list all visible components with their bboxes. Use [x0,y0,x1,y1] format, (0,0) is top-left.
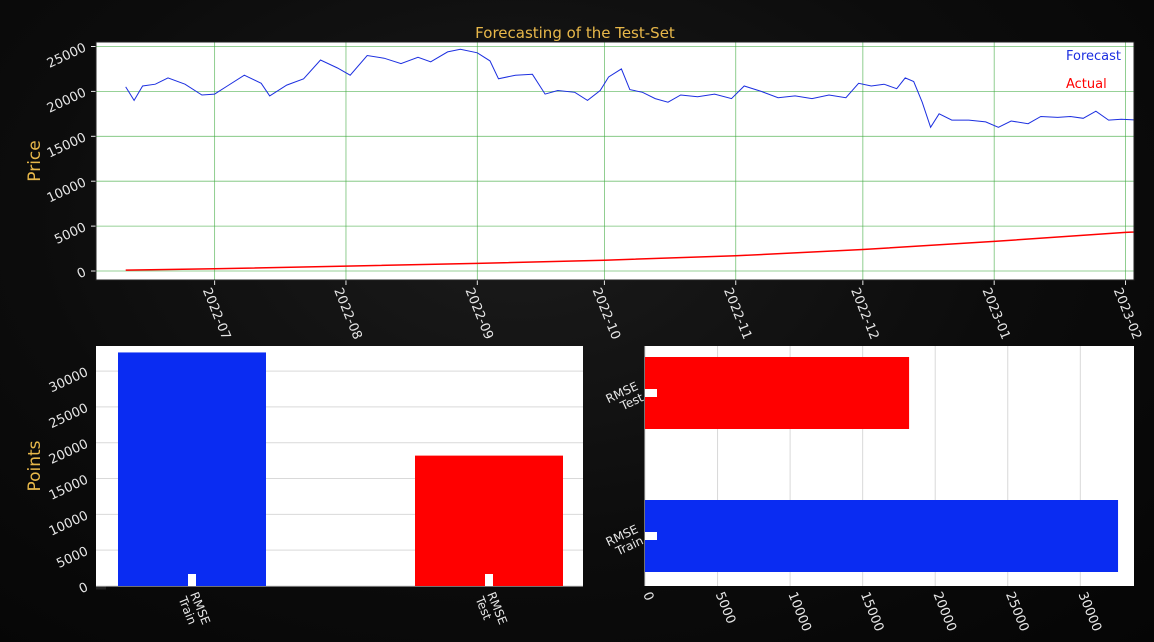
x-tick-label: 15000 [857,590,886,634]
y-tick-label: 20000 [45,85,89,116]
bar-1 [415,455,563,586]
bar-1 [645,500,1119,572]
y-tick-label: 10000 [47,508,91,539]
y-tick-label: 25000 [47,401,91,432]
x-tick-label: RMSETest [472,589,510,631]
bar-marker [485,574,493,586]
y-axis-label: Points [25,440,45,491]
bar-0 [118,352,266,586]
chart-title: Forecasting of the Test-Set [475,24,675,42]
y-tick-label: 0 [75,265,89,282]
legend-entry-forecast: Forecast [1066,49,1121,64]
y-tick-label: RMSETest [604,379,646,418]
rmse-vertical-bar-chart: 0 5000 10000 15000 20000 25000 30000 RMSETrain R… [25,346,583,631]
legend-entry-actual: Actual [1066,77,1107,92]
forecast-line-chart: 0 5000 10000 15000 20000 25000 2022-07 2022-08 2… [25,24,1144,342]
x-tick-label: 2022-07 [199,286,233,342]
plot-frame [95,41,1135,281]
y-tick-label: 25000 [45,41,89,72]
x-tick-label: 0 [639,590,656,603]
bar-marker [188,574,196,586]
y-tick-label: 15000 [45,130,89,161]
rmse-horizontal-bar-chart: 0 5000 10000 15000 20000 25000 30000 RMSETest RM… [604,346,1134,634]
y-tick-label: 20000 [47,437,91,468]
x-tick-label: 2022-12 [847,286,881,342]
x-tick-label: 2022-09 [462,286,496,342]
y-tick-label: RMSETrain [604,522,646,560]
y-axis-label: Price [25,140,45,181]
legend: Forecast Actual [1066,49,1121,92]
x-tick-label: 10000 [784,590,813,634]
x-tick-label: 2022-08 [330,286,364,342]
y-tick-label: 5000 [52,220,88,248]
x-tick-label: 2023-01 [978,286,1012,342]
x-tick-label: 25000 [1002,590,1031,634]
x-tick-label: 20000 [929,590,958,634]
bar-marker [645,532,657,540]
x-tick-label: 2022-10 [589,286,623,342]
bar-marker [645,389,657,397]
x-tick-label: 2022-11 [720,286,754,342]
series-line-actual [125,231,1134,271]
x-tick-label: RMSETrain [175,589,213,631]
y-tick-label: 30000 [47,365,91,396]
plot-area [96,42,1134,280]
bar-0 [645,357,910,429]
y-tick-label: 0 [77,580,91,597]
series-line-forecast [125,48,1134,129]
x-tick-label: 30000 [1075,590,1104,634]
x-tick-label: 5000 [712,590,738,626]
y-tick-label: 10000 [45,175,89,206]
y-tick-label: 5000 [54,544,90,572]
y-tick-label: 15000 [47,473,91,504]
x-tick-label: 2023-02 [1110,286,1144,342]
